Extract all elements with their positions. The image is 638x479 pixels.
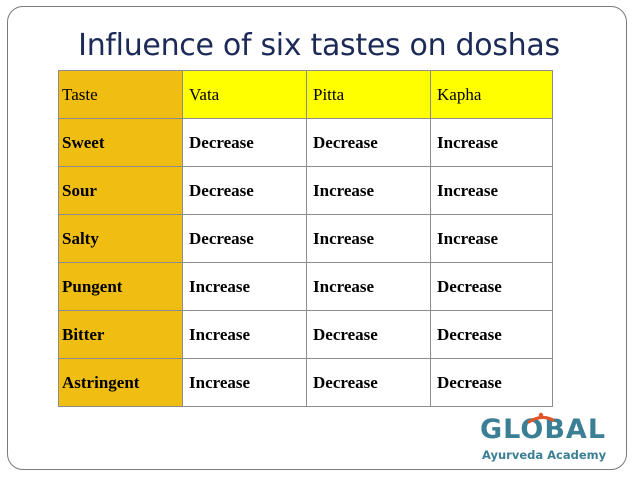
table-row: Sweet Decrease Decrease Increase xyxy=(58,118,553,167)
kapha-cell: Increase xyxy=(430,166,553,215)
vata-cell: Decrease xyxy=(182,214,307,263)
pitta-cell: Decrease xyxy=(306,118,431,167)
taste-cell: Astringent xyxy=(58,358,183,407)
kapha-cell: Decrease xyxy=(430,310,553,359)
vata-cell: Increase xyxy=(182,358,307,407)
logo-swoosh-icon xyxy=(527,412,555,424)
kapha-cell: Increase xyxy=(430,214,553,263)
table-row: Pungent Increase Increase Decrease xyxy=(58,262,553,311)
vata-cell: Decrease xyxy=(182,166,307,215)
global-ayurveda-logo: GLOBAL Ayurveda Academy xyxy=(474,412,624,468)
header-cell-pitta: Pitta xyxy=(306,70,431,119)
pitta-cell: Increase xyxy=(306,166,431,215)
logo-tagline: Ayurveda Academy xyxy=(482,448,607,462)
taste-cell: Sour xyxy=(58,166,183,215)
table-row: Salty Decrease Increase Increase xyxy=(58,214,553,263)
kapha-cell: Decrease xyxy=(430,262,553,311)
taste-cell: Sweet xyxy=(58,118,183,167)
logo-wordmark: GLOBAL xyxy=(480,414,607,445)
taste-cell: Salty xyxy=(58,214,183,263)
header-cell-kapha: Kapha xyxy=(430,70,553,119)
pitta-cell: Decrease xyxy=(306,358,431,407)
vata-cell: Decrease xyxy=(182,118,307,167)
pitta-cell: Increase xyxy=(306,262,431,311)
doshas-table: Taste Vata Pitta Kapha Sweet Decrease De… xyxy=(58,70,553,407)
taste-cell: Bitter xyxy=(58,310,183,359)
vata-cell: Increase xyxy=(182,262,307,311)
pitta-cell: Decrease xyxy=(306,310,431,359)
table-row: Astringent Increase Decrease Decrease xyxy=(58,358,553,407)
taste-cell: Pungent xyxy=(58,262,183,311)
table-row: Sour Decrease Increase Increase xyxy=(58,166,553,215)
table-row: Bitter Increase Decrease Decrease xyxy=(58,310,553,359)
vata-cell: Increase xyxy=(182,310,307,359)
table-header-row: Taste Vata Pitta Kapha xyxy=(58,70,553,119)
slide-title: Influence of six tastes on doshas xyxy=(78,28,560,63)
kapha-cell: Increase xyxy=(430,118,553,167)
header-cell-vata: Vata xyxy=(182,70,307,119)
pitta-cell: Increase xyxy=(306,214,431,263)
kapha-cell: Decrease xyxy=(430,358,553,407)
slide-frame xyxy=(7,6,627,470)
header-cell-taste: Taste xyxy=(58,70,183,119)
